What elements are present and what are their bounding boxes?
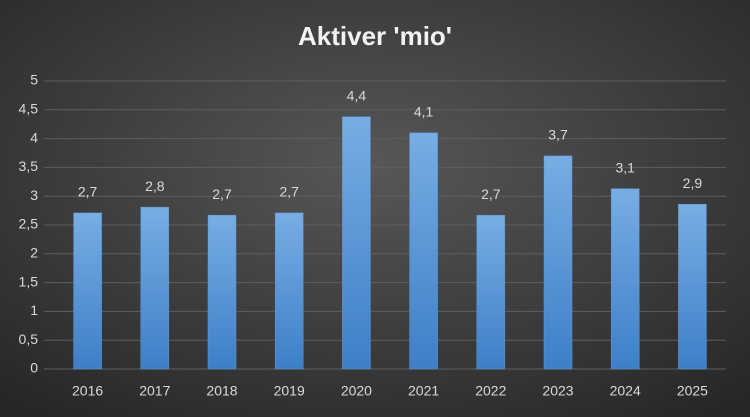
data-label: 4,4 (347, 87, 367, 103)
y-tick-label: 1,5 (19, 273, 39, 289)
data-label: 3,7 (548, 127, 568, 143)
y-tick-label: 2 (30, 245, 38, 261)
y-tick-label: 2,5 (19, 216, 39, 232)
x-tick-label: 2020 (341, 383, 372, 399)
bar (73, 212, 102, 370)
data-label: 2,7 (279, 184, 299, 200)
bar (409, 132, 438, 370)
bar (678, 204, 707, 370)
bar (342, 116, 371, 370)
chart-title: Aktiver 'mio' (298, 21, 452, 51)
y-tick-label: 3 (30, 187, 38, 203)
data-label: 2,7 (78, 184, 98, 200)
x-tick-label: 2021 (408, 383, 439, 399)
y-tick-label: 4 (30, 129, 38, 145)
data-label: 2,7 (212, 186, 232, 202)
bar (140, 206, 170, 370)
x-tick-label: 2025 (677, 383, 708, 399)
bar (207, 214, 237, 370)
x-tick-label: 2017 (139, 383, 170, 399)
x-tick-label: 2018 (206, 383, 237, 399)
bar (610, 188, 640, 370)
x-tick-label: 2016 (72, 383, 103, 399)
data-label: 4,1 (414, 104, 434, 120)
x-tick-label: 2024 (610, 383, 641, 399)
x-tick-label: 2022 (475, 383, 506, 399)
y-tick-label: 5 (30, 72, 38, 88)
y-tick-label: 3,5 (19, 158, 39, 174)
bar (543, 155, 573, 370)
bar (274, 212, 304, 370)
x-tick-label: 2019 (274, 383, 305, 399)
y-tick-label: 1 (30, 302, 38, 318)
x-tick-label: 2023 (542, 383, 573, 399)
data-label: 2,8 (145, 178, 165, 194)
data-label: 3,1 (615, 159, 635, 175)
data-label: 2,9 (683, 175, 703, 191)
y-tick-label: 0 (30, 360, 38, 376)
y-tick-label: 0,5 (19, 331, 39, 347)
data-label: 2,7 (481, 186, 501, 202)
bar (476, 214, 506, 370)
y-tick-label: 4,5 (19, 101, 39, 117)
